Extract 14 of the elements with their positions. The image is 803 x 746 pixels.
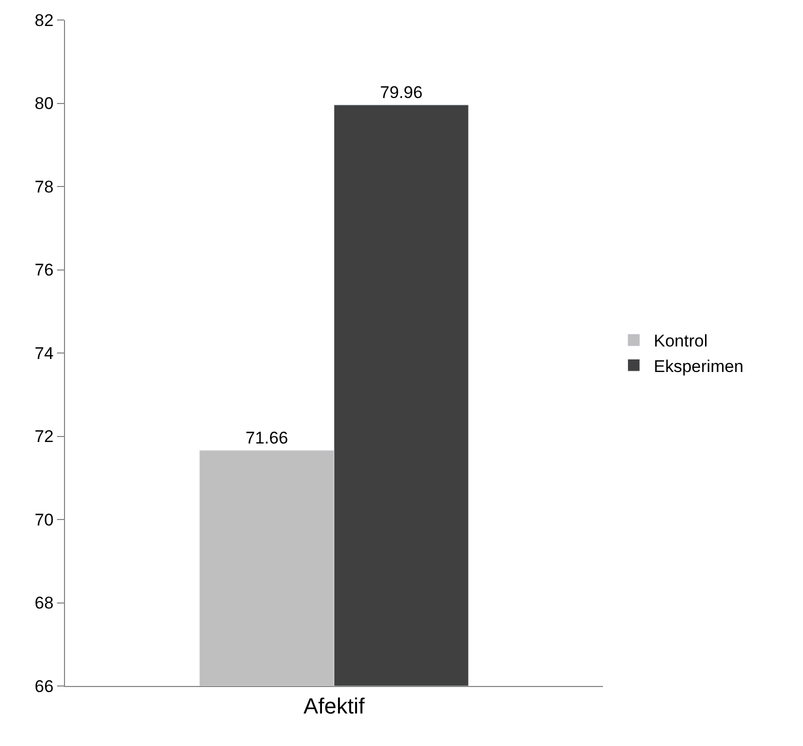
y-tick-label: 68 [34,594,54,613]
x-tick-label: Afektif [303,693,366,718]
y-tick-label: 66 [34,676,54,696]
y-tick-label: 82 [34,10,54,30]
y-tick-label: 72 [34,427,54,446]
data-label: 71.66 [245,428,288,448]
legend-label: Eksperimen [654,356,744,376]
legend-label: Kontrol [654,332,708,351]
y-tick-label: 78 [34,177,54,196]
y-tick-label: 80 [34,94,54,114]
y-tick-label: 70 [34,510,54,530]
y-tick-label: 74 [34,344,54,363]
data-label: 79.96 [380,82,423,102]
y-tick-label: 76 [34,260,54,280]
